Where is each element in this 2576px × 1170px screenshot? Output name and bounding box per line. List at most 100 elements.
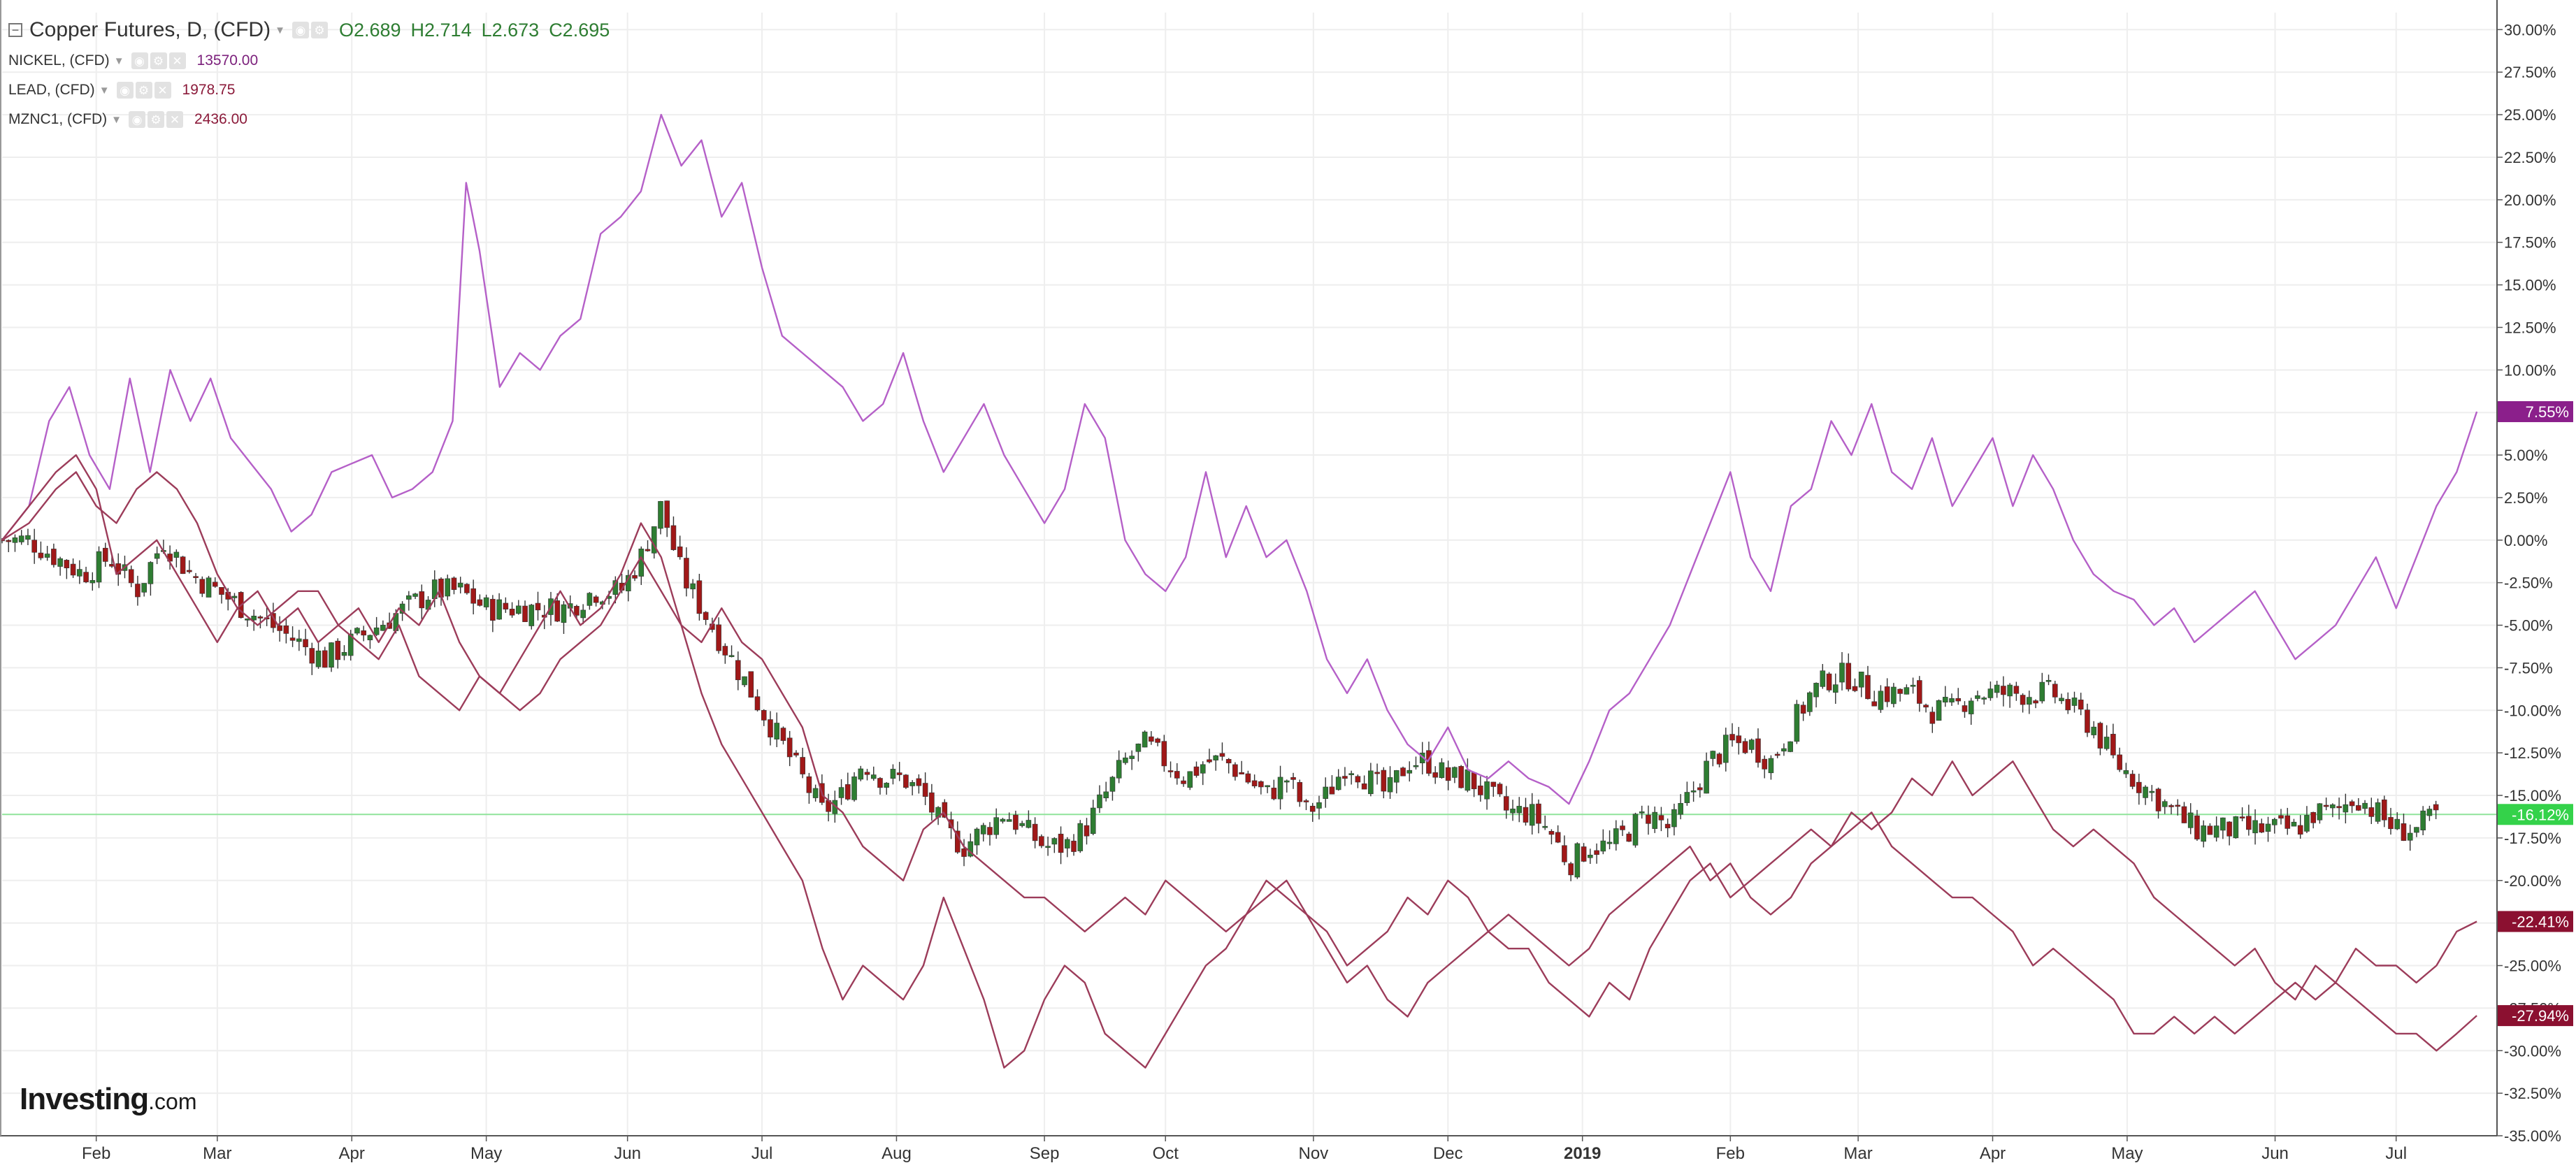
candle-body xyxy=(180,556,186,575)
candle xyxy=(38,541,44,561)
candle-body xyxy=(2297,825,2303,835)
candle xyxy=(2407,824,2413,851)
gear-icon[interactable]: ⚙ xyxy=(310,22,328,38)
candle-body xyxy=(2368,807,2375,817)
candle xyxy=(516,600,521,615)
copper-candles xyxy=(0,500,2439,881)
candle-body xyxy=(1303,800,1309,802)
candle-body xyxy=(2207,825,2213,835)
gear-icon[interactable]: ⚙ xyxy=(147,111,165,128)
candle-body xyxy=(593,596,599,603)
close-icon[interactable]: ✕ xyxy=(168,52,186,69)
candle-body xyxy=(561,604,567,623)
gear-icon[interactable]: ⚙ xyxy=(150,52,167,69)
candle xyxy=(858,765,864,781)
candle-body xyxy=(587,593,593,606)
candle xyxy=(25,528,31,545)
candle xyxy=(1762,755,1767,779)
candle xyxy=(1871,691,1877,707)
candle-body xyxy=(173,551,180,558)
candle-body xyxy=(1671,809,1677,828)
candle-body xyxy=(1646,814,1651,824)
badge-label: 7.55% xyxy=(2526,403,2569,421)
candle xyxy=(199,576,206,598)
candle-body xyxy=(1794,704,1800,742)
chevron-down-icon[interactable]: ▼ xyxy=(99,84,110,96)
eye-icon[interactable]: ◉ xyxy=(129,111,146,128)
eye-icon[interactable]: ◉ xyxy=(116,82,134,99)
candle-body xyxy=(1458,766,1464,788)
candle xyxy=(1878,685,1884,713)
candle xyxy=(1432,766,1439,784)
candle xyxy=(987,822,993,846)
candle-body xyxy=(1562,845,1567,862)
candle xyxy=(1232,762,1238,781)
candle xyxy=(322,647,328,668)
candle xyxy=(1064,837,1070,858)
candle xyxy=(896,762,902,781)
candle-body xyxy=(141,583,147,593)
nickel-symbol[interactable]: NICKEL, (CFD) xyxy=(8,52,110,68)
candle-body xyxy=(1187,771,1193,788)
candle xyxy=(470,579,476,615)
x-tick-label: May xyxy=(470,1144,502,1163)
candle xyxy=(1368,763,1374,797)
lead-symbol[interactable]: LEAD, (CFD) xyxy=(8,82,95,98)
candle-body xyxy=(2097,723,2103,749)
candle-body xyxy=(89,580,96,584)
candle-body xyxy=(2259,823,2265,833)
candle-body xyxy=(942,802,948,818)
candle xyxy=(1704,752,1709,794)
candle-body xyxy=(1232,764,1238,777)
candle xyxy=(1116,750,1122,783)
candle xyxy=(1722,728,1729,772)
x-tick-label: 2019 xyxy=(1564,1144,1601,1163)
candle-body xyxy=(309,648,315,664)
candle-body xyxy=(670,525,677,550)
candle-body xyxy=(1225,759,1232,764)
collapse-icon[interactable]: − xyxy=(8,23,22,37)
candle-body xyxy=(354,628,360,634)
candle xyxy=(864,769,870,781)
chevron-down-icon[interactable]: ▼ xyxy=(275,24,285,36)
candle-body xyxy=(1588,854,1593,858)
candle xyxy=(1355,774,1361,788)
candle xyxy=(2220,817,2226,839)
candle xyxy=(2271,818,2278,834)
candle xyxy=(793,750,799,758)
eye-icon[interactable]: ◉ xyxy=(292,22,309,38)
candle xyxy=(457,577,463,594)
candle xyxy=(419,584,425,620)
candle-body xyxy=(83,572,89,583)
nickel-badge: 7.55% xyxy=(2498,400,2573,422)
candle-body xyxy=(1568,863,1574,876)
candle-body xyxy=(684,558,689,588)
close-icon[interactable]: ✕ xyxy=(166,111,184,128)
candle-body xyxy=(496,599,502,620)
candle xyxy=(1568,862,1574,881)
zinc-symbol[interactable]: MZNC1, (CFD) xyxy=(8,111,108,127)
copper-symbol[interactable]: Copper Futures, D, (CFD) xyxy=(29,18,271,41)
y-tick-label: -20.00% xyxy=(2504,872,2561,890)
chevron-down-icon[interactable]: ▼ xyxy=(111,113,122,126)
candle-body xyxy=(1820,670,1826,687)
chevron-down-icon[interactable]: ▼ xyxy=(113,55,124,67)
candle-body xyxy=(884,783,890,788)
y-tick-label: 27.50% xyxy=(2504,64,2556,81)
gear-icon[interactable]: ⚙ xyxy=(135,82,152,99)
copper-badge: -16.12% xyxy=(2498,804,2573,825)
candle-body xyxy=(2033,700,2038,704)
x-tick-label: Sep xyxy=(1030,1144,1060,1163)
candle-body xyxy=(490,598,496,621)
candle-body xyxy=(1026,820,1032,828)
candle xyxy=(884,782,890,795)
candle xyxy=(1135,743,1142,762)
close-icon[interactable]: ✕ xyxy=(154,82,171,99)
eye-icon[interactable]: ◉ xyxy=(131,52,148,69)
candle xyxy=(1058,826,1064,865)
candle-body xyxy=(1678,803,1683,815)
candle xyxy=(1548,829,1555,845)
candle-body xyxy=(1742,741,1748,753)
